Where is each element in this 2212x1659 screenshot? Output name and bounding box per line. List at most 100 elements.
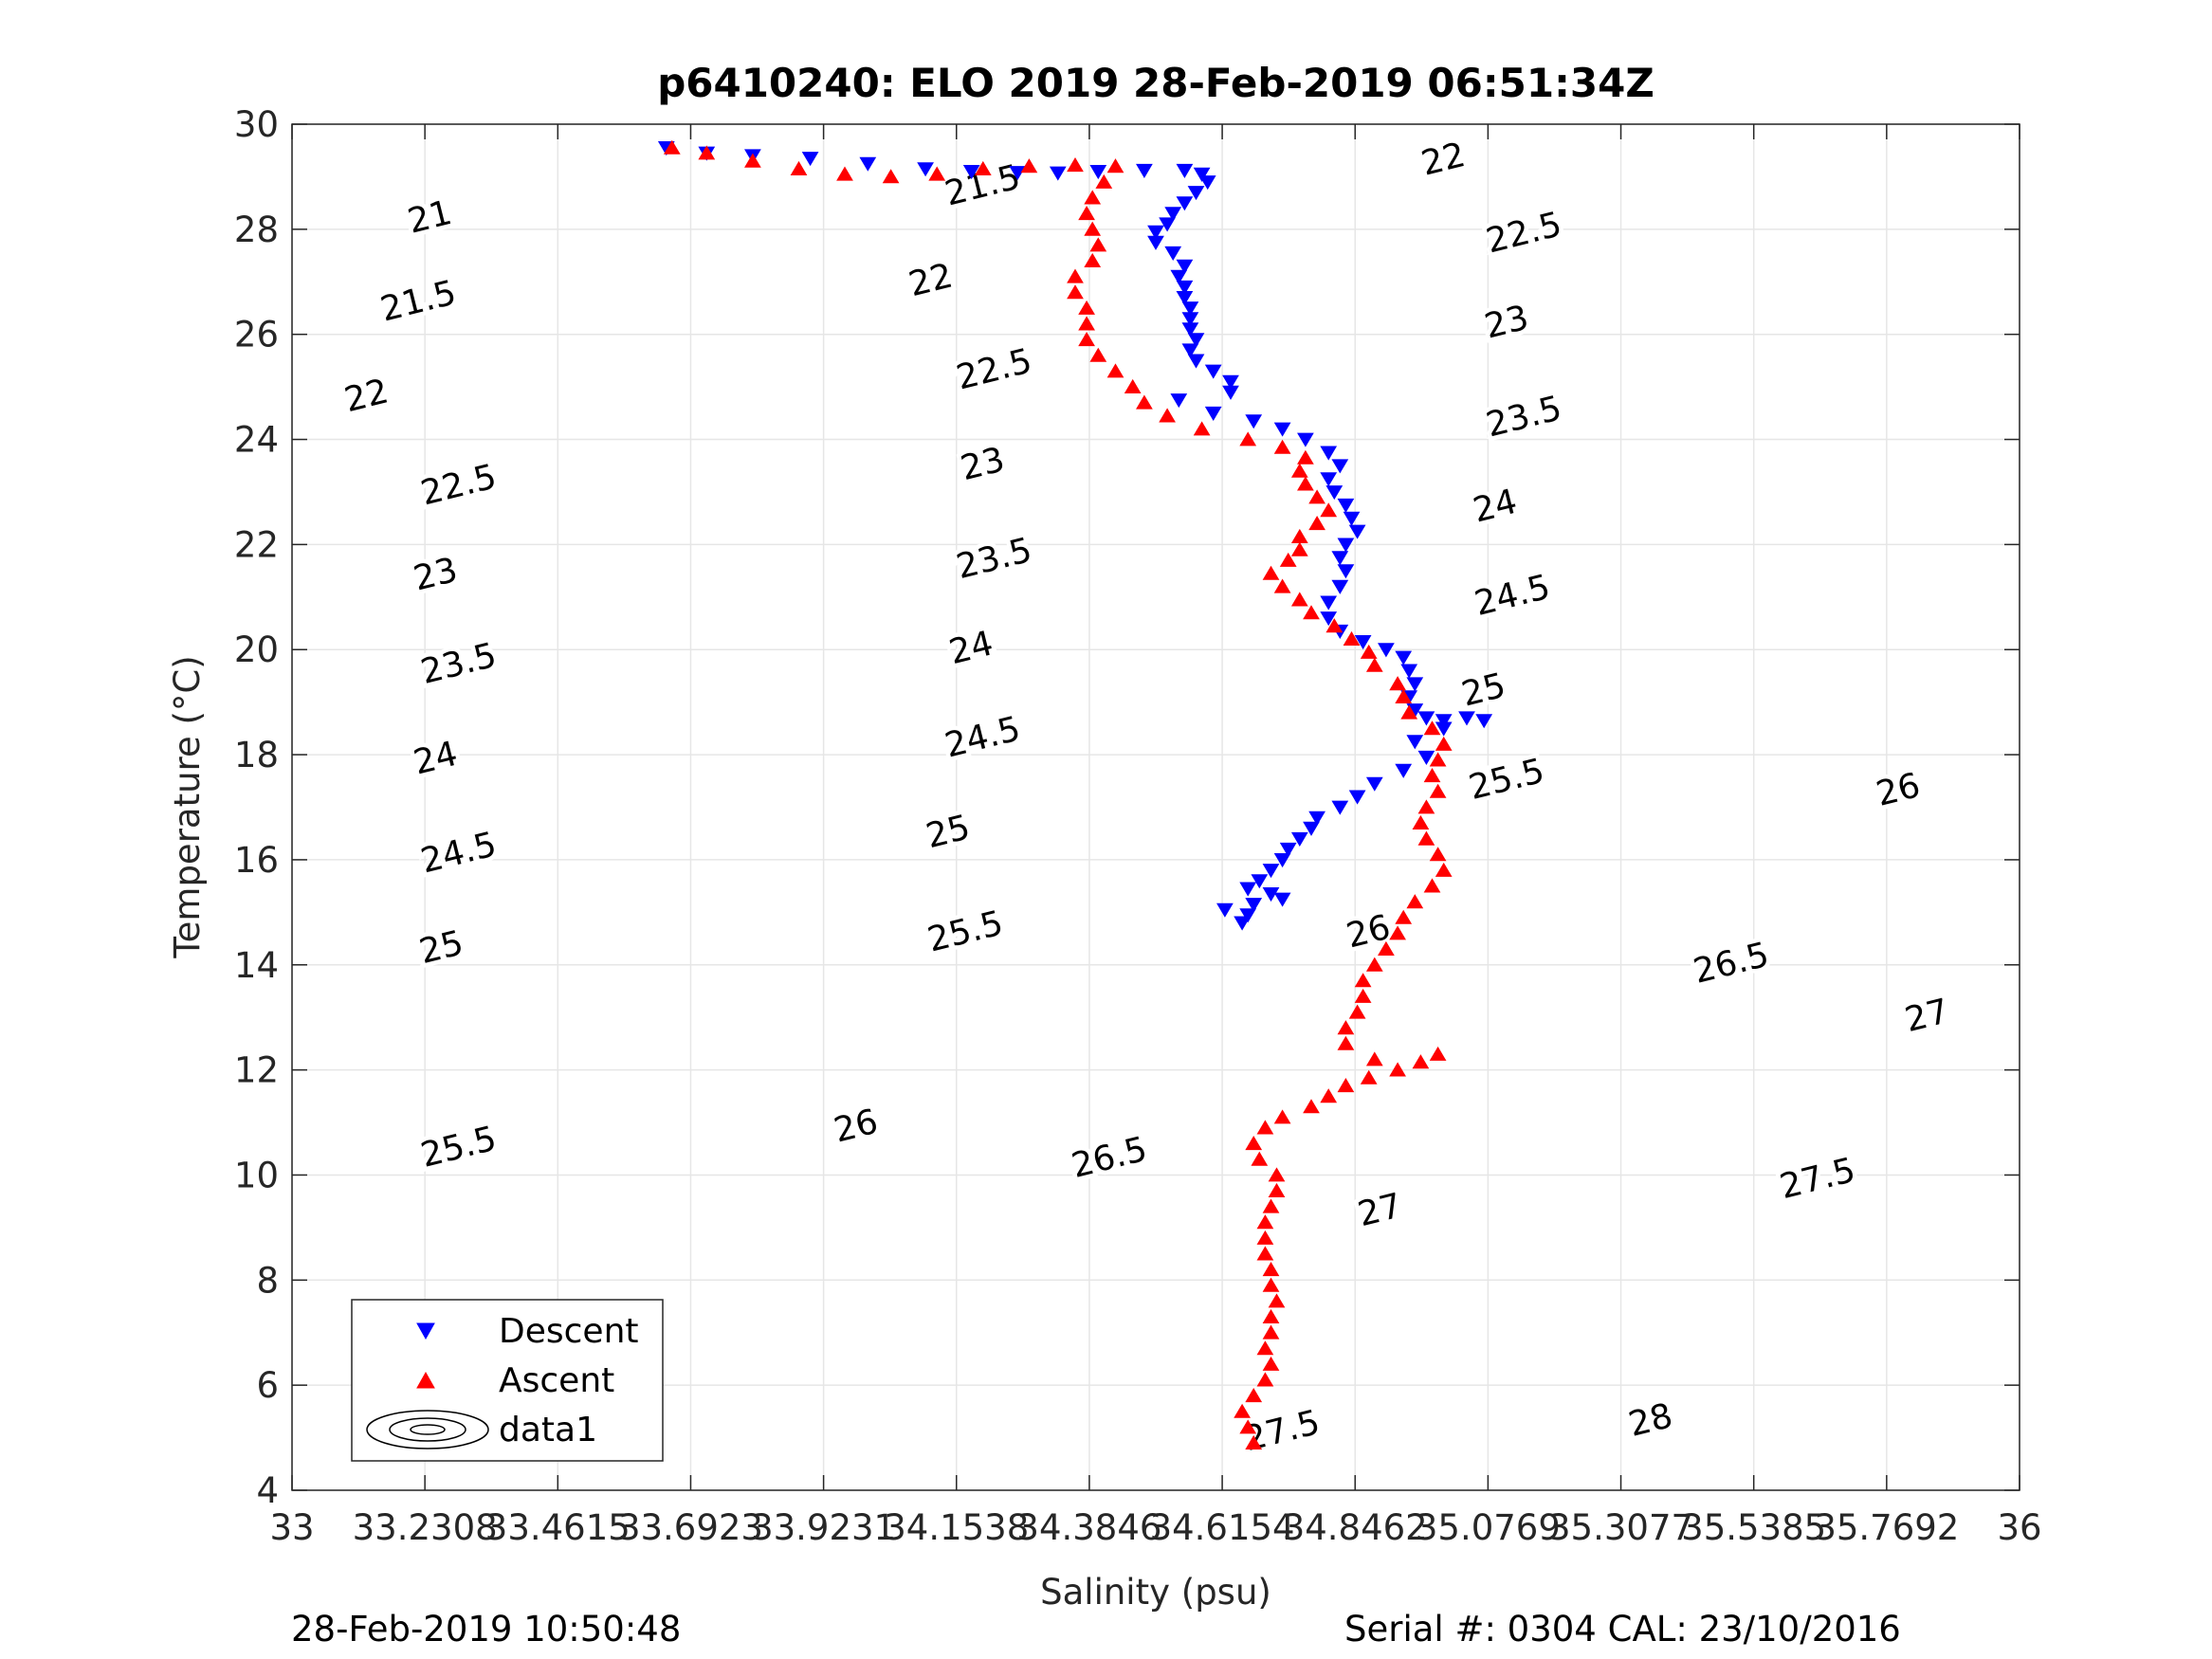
- descent-point: [1222, 385, 1239, 400]
- density-contour-label: 24.5: [941, 709, 1025, 765]
- ascent-point: [1360, 1069, 1378, 1085]
- x-tick-label: 34.6154: [1150, 1507, 1295, 1548]
- ascent-point: [1262, 1198, 1280, 1213]
- descent-point: [1406, 735, 1424, 750]
- y-tick-label: 28: [234, 210, 279, 250]
- density-contour-label: 24: [410, 735, 461, 783]
- ascent-point: [836, 166, 853, 181]
- ascent-point: [1303, 605, 1320, 620]
- x-tick-label: 34.3846: [1016, 1507, 1161, 1548]
- descent-point: [1406, 677, 1424, 692]
- descent-point: [1176, 196, 1194, 211]
- y-tick-label: 10: [234, 1155, 279, 1195]
- descent-point: [1337, 564, 1355, 579]
- descent-point: [1234, 916, 1251, 931]
- ascent-point: [1256, 1372, 1274, 1387]
- ascent-point: [1365, 657, 1383, 672]
- descent-point: [1049, 166, 1067, 181]
- y-tick-label: 30: [234, 104, 279, 145]
- descent-point: [1239, 908, 1257, 923]
- legend-contour-marker: [366, 1410, 489, 1449]
- ascent-point: [1308, 516, 1325, 531]
- descent-point: [1343, 511, 1361, 526]
- ascent-point: [1268, 1167, 1286, 1182]
- ascent-point: [1290, 541, 1308, 556]
- descent-point: [1187, 354, 1205, 369]
- ascent-point: [1078, 332, 1095, 347]
- descent-point: [1239, 882, 1257, 897]
- x-tick-label: 33.6923: [618, 1507, 763, 1548]
- descent-point: [1176, 280, 1194, 295]
- descent-point: [1164, 207, 1182, 222]
- ascent-point: [1193, 421, 1211, 436]
- descent-point: [1400, 664, 1418, 679]
- descent-point: [1320, 446, 1338, 461]
- ascent-point: [1429, 752, 1447, 767]
- descent-point: [962, 165, 980, 180]
- density-contour-label: 27.5: [1776, 1151, 1859, 1207]
- ascent-point: [1423, 878, 1441, 893]
- descent-point: [1435, 721, 1453, 737]
- ascent-point: [1337, 1035, 1355, 1050]
- y-tick-label: 16: [234, 840, 279, 881]
- x-tick-label: 33.4615: [485, 1507, 631, 1548]
- descent-point: [1187, 186, 1205, 201]
- ascent-point: [790, 160, 808, 175]
- ascent-point: [1256, 1230, 1274, 1245]
- density-contour-label: 24: [1470, 483, 1521, 531]
- descent-point: [1147, 225, 1164, 240]
- descent-point: [1378, 643, 1395, 658]
- density-contour-label: 24.5: [1471, 568, 1554, 624]
- descent-point: [1348, 790, 1366, 805]
- legend-data1-label: data1: [499, 1411, 597, 1449]
- density-contour-label: 25: [1458, 666, 1509, 715]
- ascent-point: [1268, 1182, 1286, 1197]
- ascent-point: [1251, 1151, 1269, 1166]
- descent-point: [1320, 611, 1338, 627]
- x-tick-label: 33: [269, 1507, 314, 1548]
- ascent-point: [1256, 1214, 1274, 1230]
- descent-point: [1222, 374, 1239, 390]
- descent-point: [1136, 163, 1153, 178]
- ascent-point: [1124, 378, 1142, 393]
- ascent-point: [1262, 1324, 1280, 1340]
- density-contour-label: 26.5: [1690, 936, 1773, 992]
- legend-box: [351, 1299, 664, 1462]
- ascent-point: [1234, 1403, 1251, 1418]
- density-contour-label: 25: [923, 808, 974, 856]
- ascent-point: [1320, 1088, 1338, 1103]
- x-tick-label: 35.5385: [1681, 1507, 1826, 1548]
- descent-point: [1273, 853, 1291, 868]
- footer-serial-cal: Serial #: 0304 CAL: 23/10/2016: [1344, 1609, 1901, 1650]
- ascent-point: [1089, 347, 1107, 362]
- ascent-point: [1360, 644, 1378, 659]
- descent-point: [1089, 165, 1107, 180]
- grid-lines: [291, 123, 2020, 1491]
- density-contour-label: 22.5: [417, 457, 501, 513]
- ascent-point: [1400, 704, 1418, 720]
- density-contour-label: 25.5: [417, 1120, 501, 1176]
- descent-point: [1273, 422, 1291, 437]
- ascent-series: [663, 139, 1453, 1449]
- density-contour-label: 25.5: [1465, 752, 1548, 808]
- y-tick-label: 8: [256, 1260, 279, 1301]
- x-axis-label: Salinity (psu): [1040, 1572, 1271, 1613]
- x-tick-label: 35.3077: [1548, 1507, 1693, 1548]
- density-contour-label: 23.5: [1482, 389, 1565, 445]
- descent-point: [1204, 364, 1222, 379]
- footer-timestamp: 28-Feb-2019 10:50:48: [291, 1609, 681, 1650]
- descent-point: [1251, 874, 1269, 889]
- legend: Descent Ascent data1: [351, 1299, 664, 1462]
- density-contour-label: 26: [1873, 766, 1924, 814]
- y-tick-label: 20: [234, 629, 279, 670]
- descent-point: [1303, 821, 1320, 836]
- descent-point: [1193, 167, 1211, 182]
- descent-point: [1435, 714, 1453, 729]
- descent-point: [1417, 750, 1435, 765]
- ascent-point: [1378, 940, 1395, 956]
- descent-point: [1147, 235, 1164, 250]
- ascent-point: [1084, 190, 1102, 205]
- y-tick-label: 4: [256, 1470, 279, 1511]
- descent-point: [1262, 864, 1280, 879]
